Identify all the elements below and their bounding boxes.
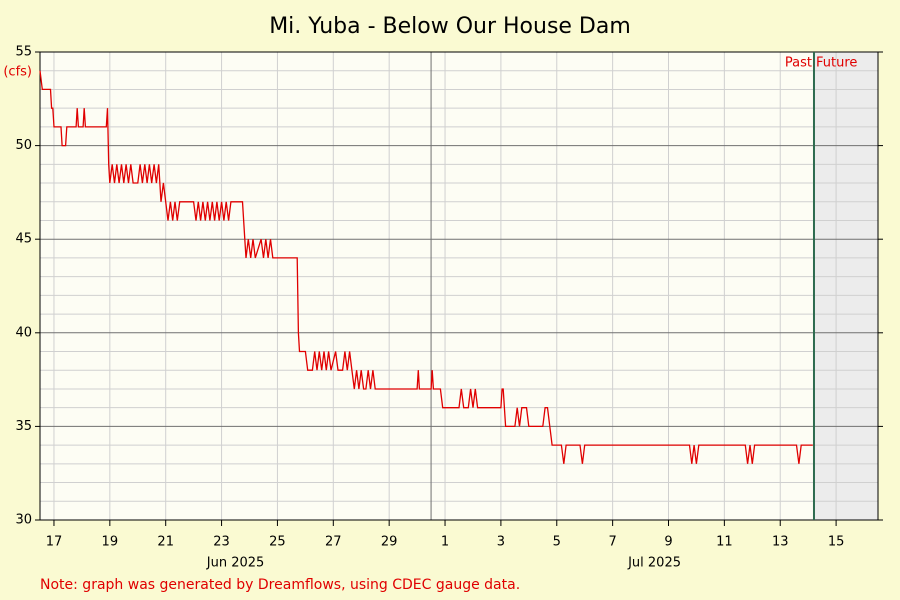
y-tick-label: 45 [15,232,32,247]
month-label: Jul 2025 [627,556,681,571]
x-tick-label: 15 [828,535,845,550]
chart-title: Mi. Yuba - Below Our House Dam [269,14,631,39]
x-tick-label: 13 [772,535,789,550]
x-tick-label: 17 [46,535,63,550]
x-tick-label: 9 [664,535,672,550]
x-tick-label: 5 [553,535,561,550]
y-axis-label: (cfs) [3,65,32,80]
y-tick-label: 35 [15,419,32,434]
plot-frame [39,51,879,521]
past-label: Past [785,56,812,71]
x-tick-label: 21 [157,535,174,550]
x-tick-label: 7 [608,535,616,550]
x-tick-label: 1 [441,535,449,550]
x-tick-label: 29 [381,535,398,550]
y-tick-label: 55 [15,45,32,60]
plot-area [40,52,878,520]
x-tick-label: 19 [102,535,119,550]
note: Note: graph was generated by Dreamflows,… [40,577,520,593]
x-tick-label: 3 [497,535,505,550]
month-label: Jun 2025 [206,556,265,571]
y-tick-label: 30 [15,513,32,528]
x-tick-label: 11 [716,535,733,550]
future-region [813,52,878,520]
x-tick-label: 27 [325,535,342,550]
flow-line [39,70,813,464]
y-tick-label: 40 [15,325,32,340]
future-label: Future [816,56,857,71]
y-tick-label: 50 [15,138,32,153]
x-tick-label: 25 [269,535,286,550]
x-tick-label: 23 [213,535,230,550]
